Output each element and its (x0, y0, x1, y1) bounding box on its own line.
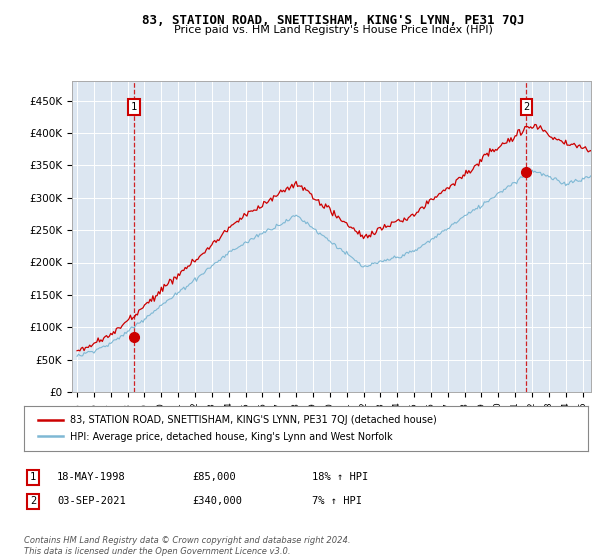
Text: 18% ↑ HPI: 18% ↑ HPI (312, 472, 368, 482)
Text: 7% ↑ HPI: 7% ↑ HPI (312, 496, 362, 506)
Legend: 83, STATION ROAD, SNETTISHAM, KING'S LYNN, PE31 7QJ (detached house), HPI: Avera: 83, STATION ROAD, SNETTISHAM, KING'S LYN… (35, 411, 441, 446)
Text: 03-SEP-2021: 03-SEP-2021 (57, 496, 126, 506)
Text: 83, STATION ROAD, SNETTISHAM, KING'S LYNN, PE31 7QJ: 83, STATION ROAD, SNETTISHAM, KING'S LYN… (142, 14, 524, 27)
Text: 2: 2 (30, 496, 36, 506)
Text: £85,000: £85,000 (192, 472, 236, 482)
Text: 2: 2 (523, 102, 530, 112)
Text: £340,000: £340,000 (192, 496, 242, 506)
Text: Price paid vs. HM Land Registry's House Price Index (HPI): Price paid vs. HM Land Registry's House … (173, 25, 493, 35)
Text: Contains HM Land Registry data © Crown copyright and database right 2024.
This d: Contains HM Land Registry data © Crown c… (24, 536, 350, 556)
Text: 18-MAY-1998: 18-MAY-1998 (57, 472, 126, 482)
Text: 1: 1 (30, 472, 36, 482)
Text: 1: 1 (131, 102, 137, 112)
